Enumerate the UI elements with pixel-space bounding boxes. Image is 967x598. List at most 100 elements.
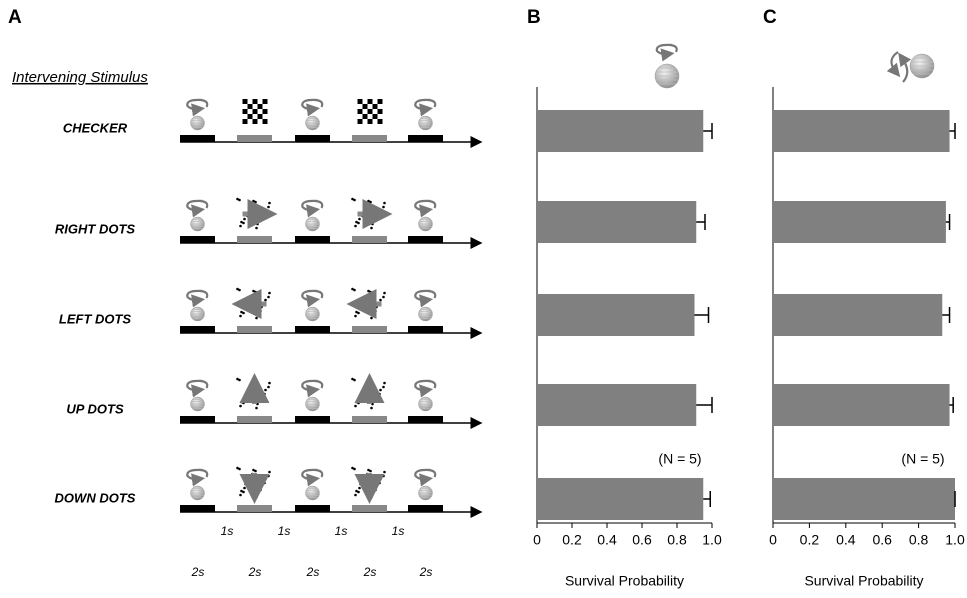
dot [353,289,356,292]
annotation: (N = 5) [901,451,944,467]
x-tick-label: 0.4 [597,532,617,548]
dot [358,487,361,490]
dot [243,398,246,401]
rotation-arrow [316,381,323,388]
rotation-arrow [657,45,672,54]
dot [251,294,254,297]
dot [238,379,241,382]
rotation-arrow [429,100,436,107]
checker-cell [358,109,363,114]
bar [537,294,695,336]
error-bar [703,491,710,507]
segment-duration: 2s [248,565,262,579]
rotation-arrow [187,381,202,390]
annotation: (N = 5) [658,451,701,467]
dot [251,204,254,207]
error-bar [946,214,950,230]
x-tick-label: 0 [769,532,777,548]
dot [239,405,242,408]
bar [773,478,955,520]
checker-cell [243,109,248,114]
row-label: DOWN DOTS [55,490,136,505]
stimulus-block [408,505,443,512]
segment-duration: 2s [419,565,433,579]
rotation-arrow [902,58,907,82]
checker-cell [368,109,373,114]
stimulus-block [180,416,215,423]
bar [537,384,696,426]
stimulus-block [295,326,330,333]
rotation-arrow [187,291,202,300]
dot [378,482,381,485]
stimulus-block [295,505,330,512]
segment-duration: 2s [363,565,377,579]
dot [247,391,250,394]
x-tick-label: 0 [533,532,541,548]
dot [263,393,266,396]
bar [773,294,942,336]
checker-cell [263,109,268,114]
dot [259,310,262,313]
dot [358,308,361,311]
checker-cell [373,114,378,119]
error-bar [942,307,949,323]
stimulus-block [180,505,215,512]
dot [256,313,259,316]
bar [773,110,950,152]
dot [370,496,373,499]
rotation-arrow [302,381,317,390]
row-label: CHECKER [63,120,128,135]
checker-cell [358,99,363,104]
dot [383,292,386,295]
stimulus-block [180,326,215,333]
dot [255,496,258,499]
rotation-arrow [201,291,208,298]
checker-cell [258,104,263,109]
dot [382,296,385,299]
stimulus-block [408,416,443,423]
dot [354,315,357,318]
error-bar [696,214,705,230]
error-bar [703,123,712,139]
dot [255,317,258,320]
dot [254,201,257,204]
error-bar [950,123,955,139]
x-tick-label: 0.8 [667,532,687,548]
stimulus-block [237,505,272,512]
dot [374,400,377,403]
stimulus-block [352,505,387,512]
gap-duration: 1s [278,524,291,538]
stimulus-block [408,326,443,333]
dot [371,223,374,226]
dot [370,317,373,320]
dot [260,396,263,399]
dot [353,379,356,382]
checker-cell [263,119,268,124]
checker-cell [253,109,258,114]
dot [260,485,263,488]
dot [371,313,374,316]
dot [365,298,368,301]
dot [374,220,377,223]
stimulus-block [352,135,387,142]
segment-duration: 2s [191,565,205,579]
dot [243,308,246,311]
rotation-arrow [429,381,436,388]
checker-cell [253,119,258,124]
dot [366,384,369,387]
rotation-arrow [429,291,436,298]
checker-cell [363,104,368,109]
dot [374,489,377,492]
rotation-arrow [670,45,677,52]
dot [378,393,381,396]
row-label: RIGHT DOTS [55,221,135,236]
rotation-arrow [415,291,430,300]
row-label: LEFT DOTS [59,311,132,326]
dot [379,299,382,302]
dot [255,407,258,410]
dot [358,218,361,221]
dot [370,227,373,230]
stimulus-block [352,236,387,243]
panel-label: A [8,7,22,28]
dot [354,494,357,497]
